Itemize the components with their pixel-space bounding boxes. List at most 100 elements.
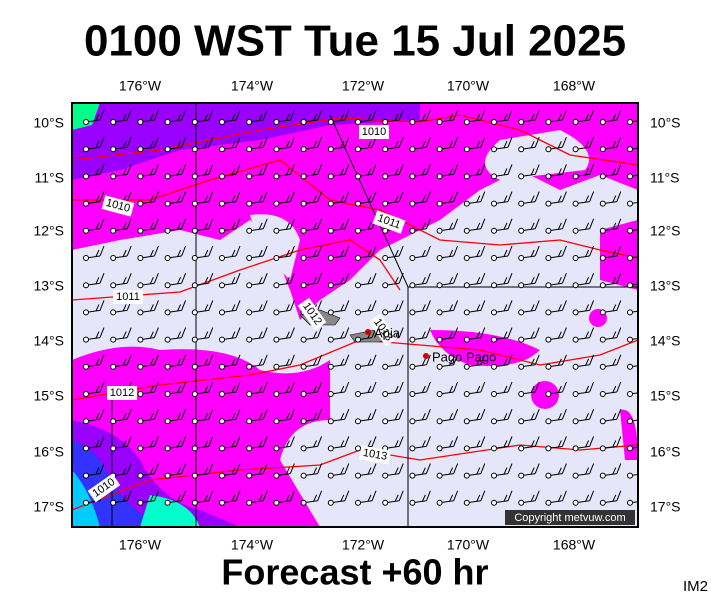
barb-flag bbox=[585, 331, 590, 339]
station bbox=[518, 363, 525, 370]
barb-flag bbox=[95, 276, 100, 284]
barb-flag bbox=[612, 385, 617, 393]
barb-flag bbox=[231, 168, 236, 176]
barb-flag bbox=[235, 354, 241, 365]
barb-flag bbox=[534, 436, 540, 447]
station bbox=[627, 255, 633, 261]
barb-flag bbox=[421, 249, 426, 257]
barb-flag bbox=[371, 490, 377, 501]
lat-label: 10°S bbox=[650, 115, 681, 131]
station bbox=[436, 418, 443, 425]
barb-flag bbox=[153, 137, 159, 148]
barb-flag bbox=[367, 358, 372, 366]
barb-flag bbox=[340, 113, 345, 121]
barb-flag bbox=[126, 490, 132, 501]
station bbox=[572, 445, 579, 452]
barb-flag bbox=[503, 304, 508, 312]
barb-flag bbox=[149, 358, 154, 366]
barb-flag bbox=[344, 245, 350, 257]
barb-flag bbox=[313, 276, 318, 284]
station bbox=[409, 255, 416, 261]
barb-flag bbox=[313, 140, 318, 148]
barb-flag bbox=[503, 467, 508, 475]
barb-flag bbox=[644, 464, 648, 474]
barb-flag bbox=[235, 409, 241, 420]
barb-flag bbox=[153, 273, 159, 284]
isobar-label-bg bbox=[87, 473, 121, 503]
lat-label: 11°S bbox=[650, 170, 679, 186]
barb-flag bbox=[317, 137, 323, 148]
barb-flag bbox=[95, 222, 100, 230]
barb-flag bbox=[258, 358, 263, 366]
station bbox=[110, 227, 117, 234]
station bbox=[572, 227, 579, 234]
station bbox=[545, 418, 552, 425]
barb-flag bbox=[340, 249, 345, 257]
station bbox=[355, 255, 361, 261]
station bbox=[518, 200, 525, 207]
barb-flag bbox=[153, 409, 159, 420]
station bbox=[463, 363, 470, 370]
station bbox=[83, 472, 89, 479]
barb-flag bbox=[640, 304, 643, 311]
barb-flag bbox=[95, 140, 100, 148]
barb-flag bbox=[262, 381, 268, 393]
station bbox=[409, 418, 416, 425]
barb-flag bbox=[421, 467, 426, 475]
station bbox=[545, 363, 552, 370]
barb-flag bbox=[589, 245, 595, 257]
barb-flag bbox=[534, 490, 540, 501]
station bbox=[518, 309, 525, 316]
station bbox=[545, 336, 552, 343]
station bbox=[409, 146, 416, 153]
barb-flag bbox=[612, 140, 617, 148]
station bbox=[627, 336, 633, 343]
barb-flag bbox=[589, 490, 595, 501]
barb-flag bbox=[95, 331, 100, 339]
barb-flag bbox=[530, 412, 535, 420]
barb-flag bbox=[181, 109, 187, 121]
barb-flag bbox=[149, 113, 154, 121]
station bbox=[137, 200, 144, 207]
barb-flag bbox=[449, 140, 454, 148]
barb-flag bbox=[122, 331, 127, 339]
barb-flag bbox=[507, 436, 513, 447]
lat-label: 11°S bbox=[35, 170, 64, 186]
barb-flag bbox=[480, 109, 486, 121]
station bbox=[491, 391, 497, 397]
barb-flag bbox=[612, 168, 617, 176]
barb-flag bbox=[177, 195, 182, 203]
station bbox=[382, 146, 389, 153]
barb-flag bbox=[126, 164, 132, 175]
lon-label: 170°W bbox=[447, 78, 490, 94]
wind-barbs bbox=[83, 109, 648, 506]
barb-flag bbox=[507, 245, 513, 257]
station bbox=[382, 119, 389, 125]
station bbox=[491, 418, 497, 425]
barb-flag bbox=[557, 440, 562, 448]
station bbox=[164, 499, 171, 506]
station bbox=[491, 282, 497, 289]
barb-flag bbox=[313, 467, 318, 475]
station bbox=[572, 119, 579, 125]
barb-flag bbox=[95, 249, 100, 257]
barb-flag bbox=[258, 195, 263, 203]
barb-flag bbox=[181, 300, 187, 311]
station bbox=[382, 472, 389, 479]
station bbox=[327, 282, 334, 289]
barb-flag bbox=[453, 463, 459, 474]
barb-flag bbox=[235, 137, 241, 148]
barb-flag bbox=[530, 140, 535, 148]
barb-flag bbox=[95, 440, 100, 448]
barb-flag bbox=[99, 409, 105, 420]
barb-flag bbox=[285, 276, 290, 284]
station bbox=[137, 391, 144, 397]
station bbox=[627, 499, 633, 506]
station bbox=[436, 200, 443, 207]
station bbox=[110, 146, 117, 153]
station bbox=[382, 282, 389, 289]
station bbox=[83, 119, 89, 125]
barb-flag bbox=[616, 436, 622, 447]
barb-flag bbox=[177, 358, 182, 366]
barb-flag bbox=[181, 381, 187, 393]
